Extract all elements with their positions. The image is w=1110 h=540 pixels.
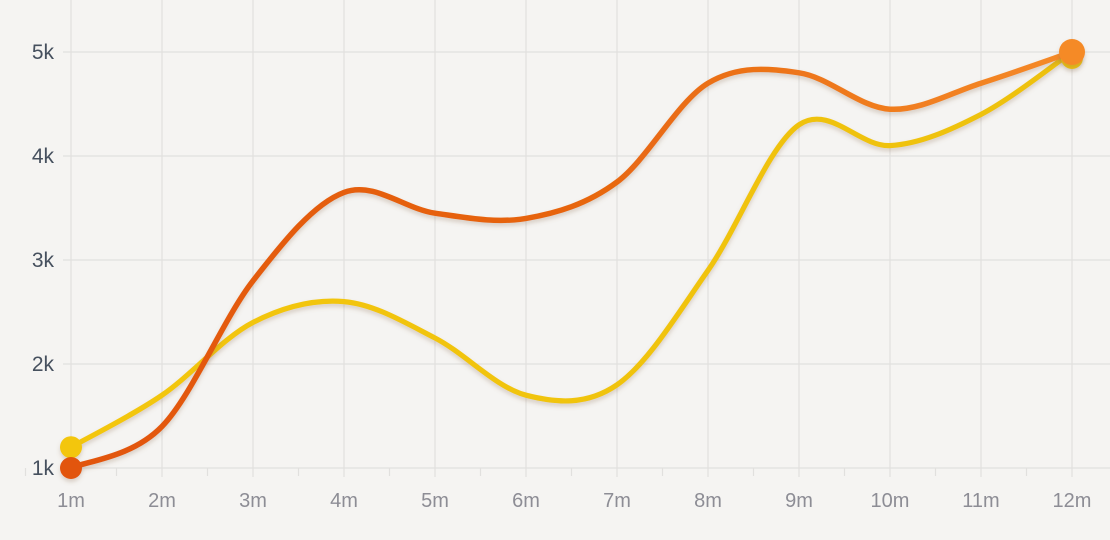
- endpoint-dot-start-orange-series[interactable]: [60, 457, 82, 479]
- x-axis-label: 11m: [962, 490, 999, 512]
- y-axis-label: 5k: [32, 41, 55, 64]
- endpoint-dot-end-orange-series[interactable]: [1059, 39, 1085, 65]
- y-axis-label: 1k: [32, 457, 55, 480]
- x-axis-label: 3m: [239, 490, 267, 512]
- x-axis-label: 8m: [694, 490, 722, 512]
- x-axis-label: 6m: [512, 490, 540, 512]
- x-axis-label: 7m: [603, 490, 631, 512]
- y-axis-label: 3k: [32, 249, 55, 272]
- endpoint-dot-start-yellow-series[interactable]: [60, 436, 82, 459]
- y-axis-label: 2k: [32, 353, 55, 376]
- x-axis-label: 10m: [871, 490, 910, 512]
- x-axis-label: 2m: [148, 490, 176, 512]
- series-line-orange-series[interactable]: [68, 49, 1075, 471]
- series-line-yellow-series[interactable]: [68, 49, 1075, 450]
- x-axis-label: 5m: [421, 490, 449, 512]
- y-axis-label: 4k: [32, 145, 55, 168]
- x-axis-label: 4m: [330, 490, 358, 512]
- x-axis-label: 12m: [1053, 490, 1092, 512]
- x-axis-label: 9m: [785, 490, 813, 512]
- x-axis-label: 1m: [57, 490, 85, 512]
